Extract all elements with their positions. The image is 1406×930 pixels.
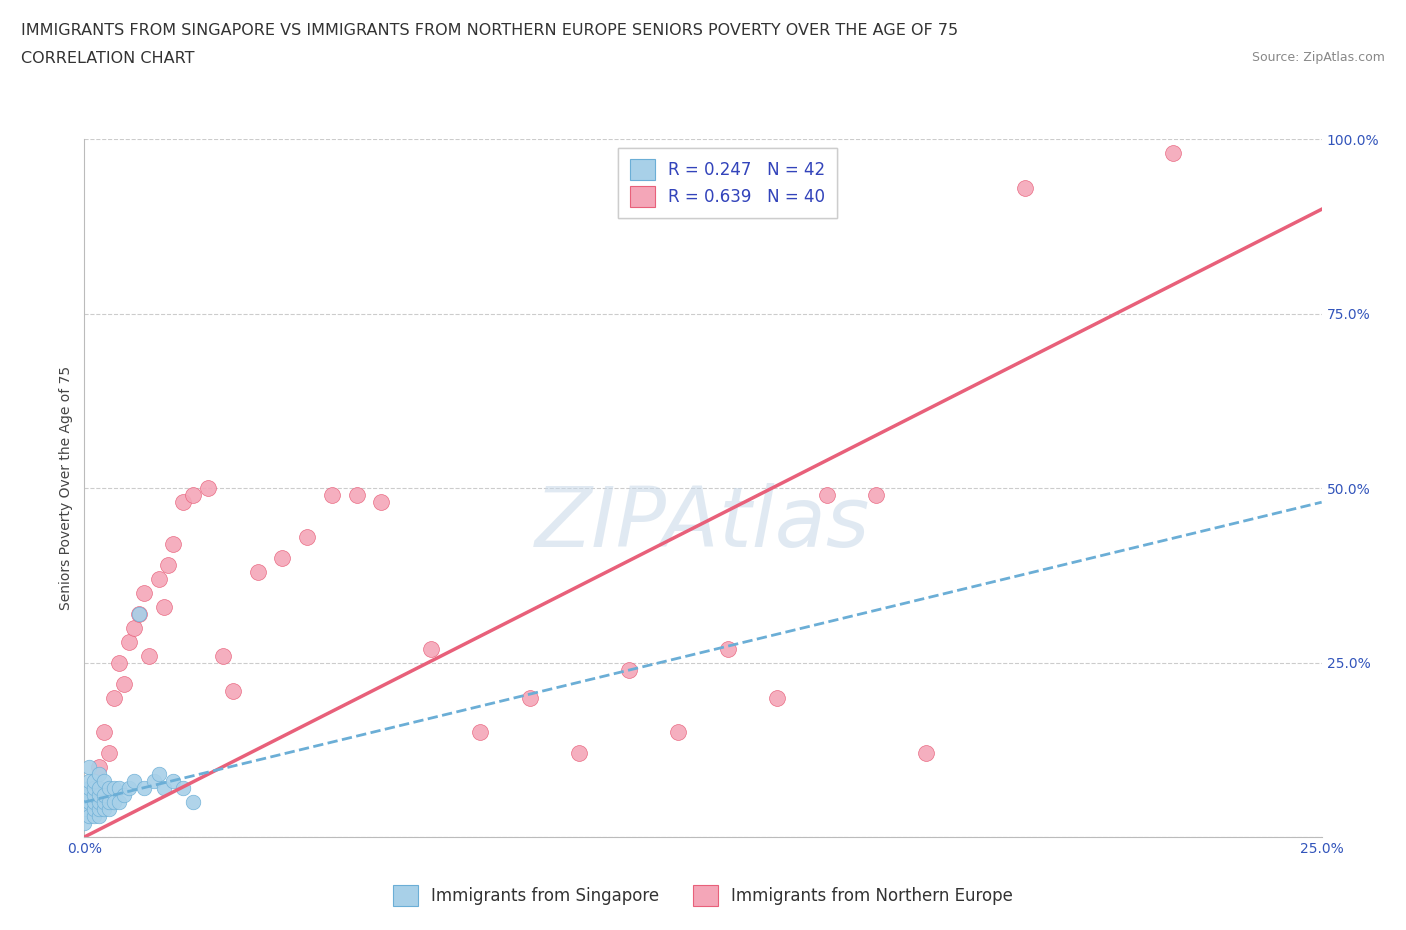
Point [519, 690, 541, 705]
Point [89, 794, 111, 809]
Point [93, 725, 115, 740]
Point [617, 662, 640, 677]
Point [172, 495, 194, 510]
Point [93, 802, 115, 817]
Point [79, 809, 101, 824]
Point [1014, 180, 1036, 196]
Legend: R = 0.247   N = 42, R = 0.639   N = 40: R = 0.247 N = 42, R = 0.639 N = 40 [619, 148, 837, 219]
Point [568, 746, 591, 761]
Point [914, 746, 936, 761]
Point [83, 781, 105, 796]
Point [370, 495, 392, 510]
Point [108, 794, 131, 809]
Point [118, 634, 141, 649]
Point [717, 642, 740, 657]
Point [79, 781, 101, 796]
Point [73, 816, 96, 830]
Point [162, 537, 184, 551]
Point [766, 690, 789, 705]
Point [93, 774, 115, 789]
Point [246, 565, 269, 579]
Point [83, 774, 105, 789]
Point [222, 683, 245, 698]
Point [470, 725, 492, 740]
Legend: Immigrants from Singapore, Immigrants from Northern Europe: Immigrants from Singapore, Immigrants fr… [387, 879, 1019, 912]
Point [152, 781, 174, 796]
Point [98, 746, 121, 761]
Point [89, 781, 111, 796]
Point [89, 788, 111, 803]
Point [132, 781, 155, 796]
Point [271, 551, 294, 565]
Point [83, 794, 105, 809]
Point [79, 794, 101, 809]
Point [148, 571, 170, 587]
Point [103, 781, 125, 796]
Point [89, 760, 111, 775]
Point [162, 774, 184, 789]
Y-axis label: Seniors Poverty Over the Age of 75: Seniors Poverty Over the Age of 75 [59, 366, 73, 610]
Point [73, 802, 96, 817]
Point [89, 802, 111, 817]
Point [197, 481, 219, 496]
Point [83, 794, 105, 809]
Point [98, 794, 121, 809]
Point [1161, 146, 1184, 161]
Point [157, 558, 180, 573]
Point [128, 606, 150, 621]
Point [815, 488, 838, 503]
Point [152, 600, 174, 615]
Point [98, 781, 121, 796]
Point [79, 788, 101, 803]
Point [321, 488, 343, 503]
Point [181, 488, 204, 503]
Point [212, 648, 235, 663]
Point [346, 488, 368, 503]
Point [93, 788, 115, 803]
Point [93, 794, 115, 809]
Point [122, 620, 145, 635]
Point [118, 781, 141, 796]
Point [128, 606, 150, 621]
Text: IMMIGRANTS FROM SINGAPORE VS IMMIGRANTS FROM NORTHERN EUROPE SENIORS POVERTY OVE: IMMIGRANTS FROM SINGAPORE VS IMMIGRANTS … [21, 23, 959, 38]
Point [108, 655, 131, 670]
Point [112, 788, 135, 803]
Point [295, 530, 318, 545]
Point [103, 690, 125, 705]
Point [122, 774, 145, 789]
Text: CORRELATION CHART: CORRELATION CHART [21, 51, 194, 66]
Point [865, 488, 887, 503]
Text: ZIPAtlas: ZIPAtlas [536, 483, 870, 564]
Point [666, 725, 689, 740]
Point [79, 774, 101, 789]
Point [79, 760, 101, 775]
Point [83, 802, 105, 817]
Point [142, 774, 165, 789]
Point [132, 586, 155, 601]
Point [83, 788, 105, 803]
Point [138, 648, 160, 663]
Point [89, 766, 111, 781]
Point [89, 809, 111, 824]
Text: Source: ZipAtlas.com: Source: ZipAtlas.com [1251, 51, 1385, 64]
Point [148, 766, 170, 781]
Point [112, 676, 135, 691]
Point [172, 781, 194, 796]
Point [98, 802, 121, 817]
Point [83, 809, 105, 824]
Point [108, 781, 131, 796]
Point [103, 794, 125, 809]
Point [181, 794, 204, 809]
Point [419, 642, 441, 657]
